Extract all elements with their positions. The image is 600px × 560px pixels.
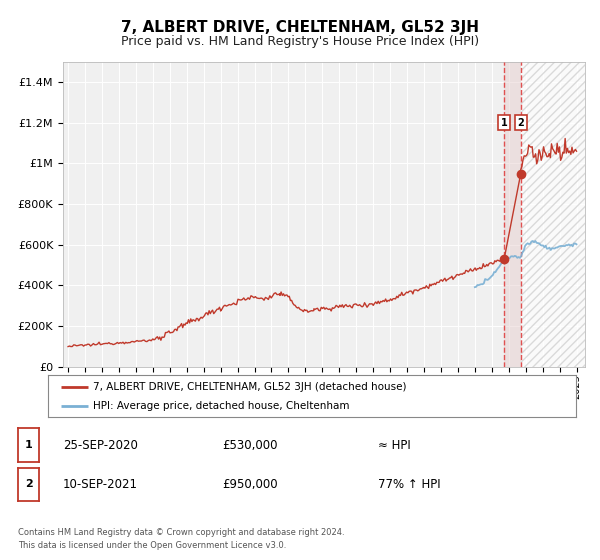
Text: 77% ↑ HPI: 77% ↑ HPI bbox=[378, 478, 440, 491]
Text: 10-SEP-2021: 10-SEP-2021 bbox=[63, 478, 138, 491]
Text: This data is licensed under the Open Government Licence v3.0.: This data is licensed under the Open Gov… bbox=[18, 541, 286, 550]
Text: 7, ALBERT DRIVE, CHELTENHAM, GL52 3JH: 7, ALBERT DRIVE, CHELTENHAM, GL52 3JH bbox=[121, 20, 479, 35]
Text: 2: 2 bbox=[517, 118, 524, 128]
Text: 1: 1 bbox=[25, 440, 32, 450]
Text: £950,000: £950,000 bbox=[222, 478, 278, 491]
Text: Contains HM Land Registry data © Crown copyright and database right 2024.: Contains HM Land Registry data © Crown c… bbox=[18, 528, 344, 536]
Text: 2: 2 bbox=[25, 479, 32, 489]
Text: ≈ HPI: ≈ HPI bbox=[378, 438, 411, 452]
Text: 7, ALBERT DRIVE, CHELTENHAM, GL52 3JH (detached house): 7, ALBERT DRIVE, CHELTENHAM, GL52 3JH (d… bbox=[93, 381, 406, 391]
Text: 25-SEP-2020: 25-SEP-2020 bbox=[63, 438, 138, 452]
Bar bbox=[504, 62, 521, 367]
Text: Price paid vs. HM Land Registry's House Price Index (HPI): Price paid vs. HM Land Registry's House … bbox=[121, 35, 479, 48]
Bar bbox=[521, 62, 585, 367]
Text: 1: 1 bbox=[501, 118, 508, 128]
Bar bbox=[521, 62, 585, 367]
Text: HPI: Average price, detached house, Cheltenham: HPI: Average price, detached house, Chel… bbox=[93, 401, 349, 411]
Text: £530,000: £530,000 bbox=[222, 438, 277, 452]
